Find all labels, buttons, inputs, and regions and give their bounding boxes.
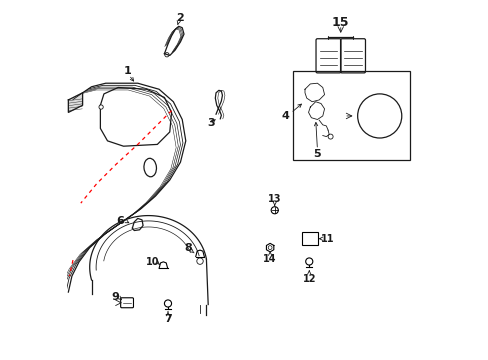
Text: 2: 2 — [176, 13, 183, 23]
Text: 15: 15 — [331, 16, 348, 29]
Text: 11: 11 — [321, 234, 334, 244]
Text: 7: 7 — [164, 314, 171, 324]
Text: 10: 10 — [145, 257, 159, 267]
Text: 13: 13 — [267, 194, 281, 203]
Bar — [302, 233, 318, 245]
Text: 9: 9 — [112, 292, 120, 302]
Text: 14: 14 — [263, 254, 276, 264]
Text: 3: 3 — [206, 118, 214, 128]
Text: 6: 6 — [117, 216, 124, 226]
Text: 1: 1 — [123, 67, 131, 76]
Bar — [292, 72, 409, 161]
Text: 8: 8 — [184, 243, 192, 253]
Text: 4: 4 — [281, 111, 289, 121]
Circle shape — [99, 105, 103, 109]
Text: 12: 12 — [302, 274, 315, 284]
Text: 5: 5 — [313, 149, 321, 159]
Polygon shape — [68, 93, 82, 112]
